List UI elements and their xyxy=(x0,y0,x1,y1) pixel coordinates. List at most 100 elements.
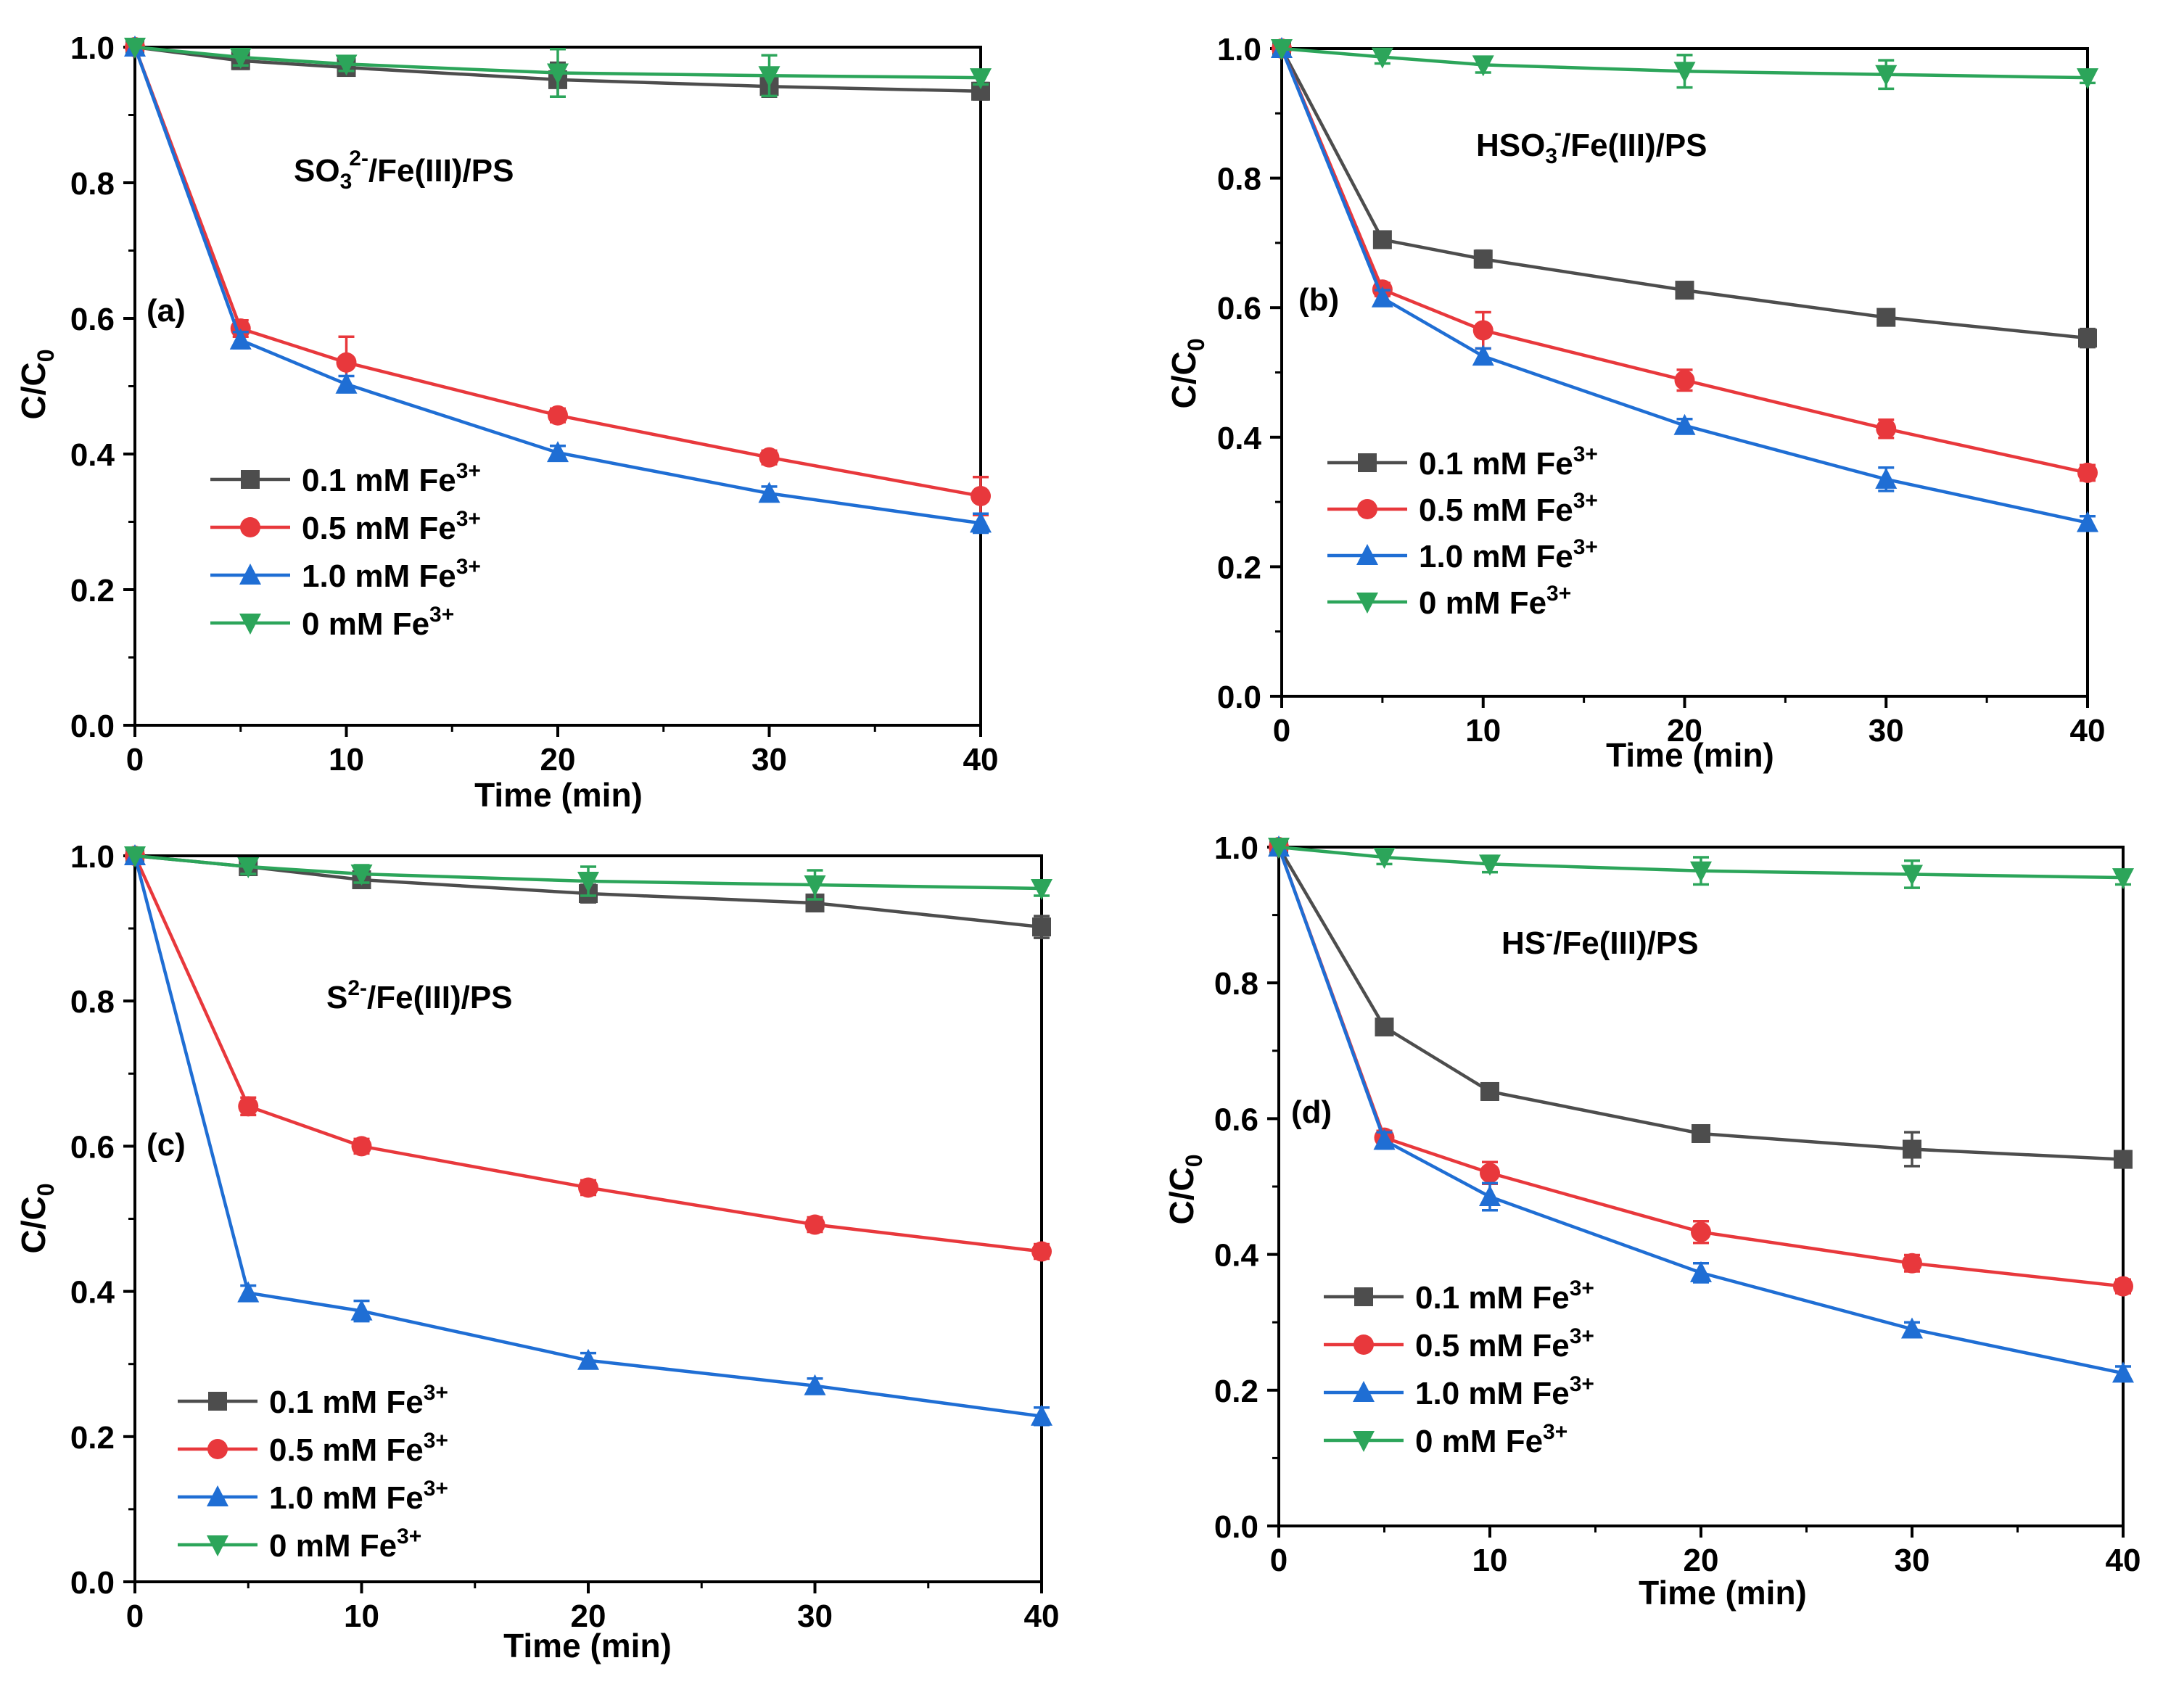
legend-label: 1.0 mM Fe3+ xyxy=(1419,535,1598,574)
data-point xyxy=(229,328,252,350)
chart-panel-4: 0 10 20 30 40 0.0 0.2 0.4 0.6 0.8 1.0 Time (min) C/C… xyxy=(1163,830,2141,1612)
data-point xyxy=(1903,1139,1921,1159)
x-axis-title: Time (min) xyxy=(1606,736,1774,774)
y-axis-title: C/C0 xyxy=(15,349,59,419)
y-tick-label: 0.8 xyxy=(70,166,115,202)
series-line xyxy=(133,855,1042,1419)
data-point xyxy=(1373,848,1396,870)
y-tick-label: 0.2 xyxy=(70,1420,115,1456)
y-tick-label: 0.0 xyxy=(70,1565,115,1601)
data-point xyxy=(237,857,260,879)
legend-marker xyxy=(1354,1334,1374,1355)
panel-annotation: HS-/Fe(III)/PS xyxy=(1501,922,1699,961)
legend-marker xyxy=(1354,1287,1373,1306)
y-tick-label: 0.6 xyxy=(70,1129,115,1165)
data-point xyxy=(1472,345,1494,366)
legend-marker xyxy=(207,1439,228,1459)
legend-label: 0.1 mM Fe3+ xyxy=(1415,1276,1594,1316)
panel-label: (d) xyxy=(1291,1094,1332,1130)
data-point xyxy=(1372,230,1392,249)
data-point xyxy=(350,1299,373,1321)
y-tick-label: 0.4 xyxy=(70,1275,115,1311)
legend-label: 1.0 mM Fe3+ xyxy=(1415,1372,1594,1411)
y-tick-label: 1.0 xyxy=(1214,830,1258,866)
data-point xyxy=(577,1348,599,1370)
x-tick-label: 10 xyxy=(1472,1543,1508,1578)
data-point xyxy=(970,68,992,90)
data-point xyxy=(578,1177,598,1198)
x-tick-label: 0 xyxy=(1270,1543,1288,1578)
x-axis-title: Time (min) xyxy=(474,776,643,814)
data-point xyxy=(577,872,599,894)
x-axis-title: Time (min) xyxy=(1639,1574,1807,1612)
legend-label: 0.5 mM Fe3+ xyxy=(269,1429,448,1468)
legend-label: 0.1 mM Fe3+ xyxy=(1419,442,1598,482)
y-tick-label: 0.8 xyxy=(1214,966,1258,1002)
data-point xyxy=(758,482,780,503)
data-point xyxy=(1472,320,1494,341)
panel-annotation: SO32-/Fe(III)/PS xyxy=(294,147,514,194)
series-line xyxy=(1280,48,2088,475)
y-axis-title: C/C0 xyxy=(1163,1154,1207,1224)
series-line xyxy=(1280,47,2088,340)
data-point xyxy=(237,1281,260,1303)
series-line xyxy=(133,855,1042,1253)
series-0-mm-fefe3 xyxy=(124,38,992,99)
legend-marker xyxy=(1358,453,1377,472)
data-point xyxy=(1876,418,1897,440)
data-point xyxy=(1479,1185,1501,1207)
x-tick-label: 0 xyxy=(126,742,144,777)
data-point xyxy=(1371,286,1393,308)
legend-label: 0 mM Fe3+ xyxy=(1419,582,1571,621)
x-tick-label: 30 xyxy=(1895,1543,1930,1578)
panel-label: (a) xyxy=(147,293,186,329)
data-point xyxy=(335,54,358,76)
series-0-mm-fefe3 xyxy=(124,846,1052,901)
data-point xyxy=(1675,281,1694,300)
data-point xyxy=(1473,249,1493,269)
x-tick-label: 20 xyxy=(540,742,576,777)
data-point xyxy=(1673,62,1696,83)
legend-marker xyxy=(240,517,260,537)
data-point xyxy=(547,441,569,463)
series-line xyxy=(1280,48,2088,524)
y-tick-label: 0.8 xyxy=(70,984,115,1020)
x-tick-label: 10 xyxy=(344,1598,379,1634)
data-point xyxy=(2113,1276,2133,1297)
series-line xyxy=(1277,846,2124,1161)
data-point xyxy=(547,63,569,85)
data-point xyxy=(1480,1081,1499,1101)
data-point xyxy=(1876,308,1896,327)
series-1-0-mm-fefe3 xyxy=(124,36,992,535)
series-0-1-mm-fefe3 xyxy=(1269,838,2133,1169)
data-point xyxy=(1875,467,1898,489)
series-0-mm-fefe3 xyxy=(1271,39,2098,91)
y-axis-title: C/C0 xyxy=(15,1183,59,1253)
series-1-0-mm-fefe3 xyxy=(124,844,1052,1427)
series-0-5-mm-fefe3 xyxy=(125,846,1052,1262)
data-point xyxy=(758,66,780,88)
data-point xyxy=(1480,1163,1500,1184)
legend: 0.1 mM Fe3+ 0.5 mM Fe3+ 1.0 mM Fe3+ 0 mM Fe… xyxy=(1327,442,1598,621)
data-point xyxy=(1375,1018,1394,1037)
data-point xyxy=(124,846,146,867)
data-point xyxy=(1032,917,1051,937)
data-point xyxy=(759,447,780,468)
y-tick-label: 1.0 xyxy=(1217,32,1261,67)
data-point xyxy=(804,1374,826,1395)
y-tick-label: 0.2 xyxy=(70,573,115,608)
series-0-5-mm-fefe3 xyxy=(1269,837,2133,1297)
legend: 0.1 mM Fe3+ 0.5 mM Fe3+ 1.0 mM Fe3+ 0 mM Fe… xyxy=(1324,1276,1594,1459)
data-point xyxy=(1673,413,1696,435)
legend-label: 0.5 mM Fe3+ xyxy=(1415,1324,1594,1363)
legend: 0.1 mM Fe3+ 0.5 mM Fe3+ 1.0 mM Fe3+ 0 mM Fe… xyxy=(178,1381,448,1564)
y-axis-title: C/C0 xyxy=(1165,338,1209,408)
legend-label: 0 mM Fe3+ xyxy=(1415,1420,1567,1459)
data-point xyxy=(1875,65,1898,86)
legend-marker xyxy=(1356,593,1378,614)
y-tick-label: 0.8 xyxy=(1217,162,1261,197)
legend-label: 0 mM Fe3+ xyxy=(302,603,454,642)
data-point xyxy=(1479,854,1501,876)
data-point xyxy=(2077,462,2098,483)
x-tick-label: 40 xyxy=(2106,1543,2141,1578)
